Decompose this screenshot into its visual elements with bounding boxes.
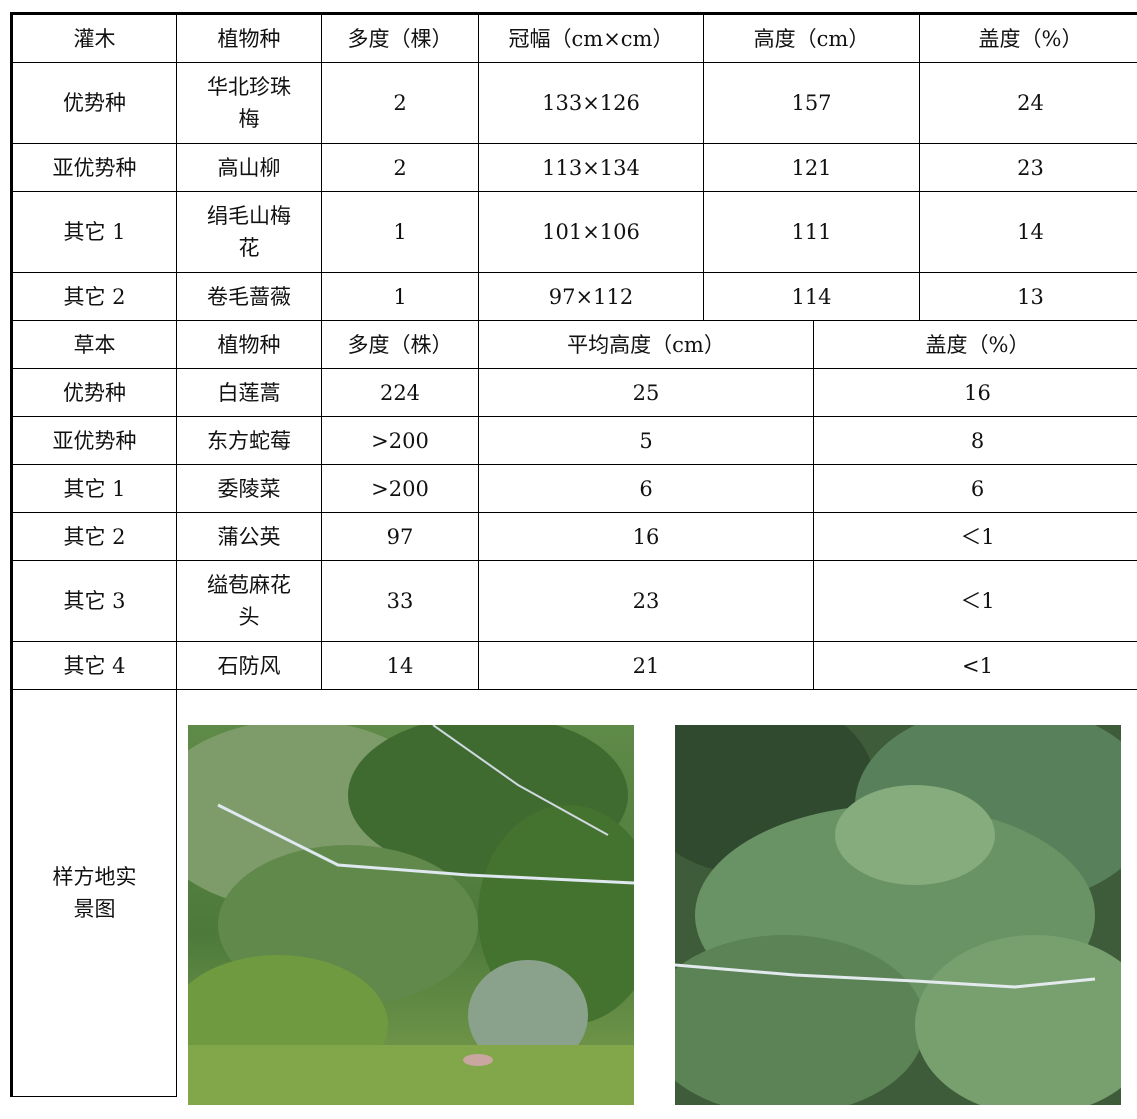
abundance-cell: 97 <box>321 512 479 561</box>
cover-cell: 23 <box>919 143 1137 192</box>
abundance-cell: 224 <box>321 368 479 417</box>
shrub-header-row: 灌木 植物种 多度（棵） 冠幅（cm×cm） 高度（cm） 盖度（%） <box>10 12 1137 63</box>
species-cell: 石防风 <box>176 641 322 690</box>
rank-cell: 优势种 <box>10 368 177 417</box>
header-cell: 灌木 <box>10 12 177 63</box>
rank-cell: 其它 1 <box>10 191 177 273</box>
rank-cell: 优势种 <box>10 62 177 144</box>
cover-cell: ＜1 <box>813 512 1137 561</box>
header-cell: 盖度（%） <box>919 12 1137 63</box>
rank-cell: 其它 3 <box>10 560 177 642</box>
species-cell: 卷毛蔷薇 <box>176 272 322 321</box>
abundance-cell: 2 <box>321 62 479 144</box>
crown-cell: 101×106 <box>478 191 704 273</box>
photo-label: 样方地实景图 <box>52 865 137 921</box>
cover-cell: 14 <box>919 191 1137 273</box>
height-cell: 23 <box>478 560 814 642</box>
rank-cell: 其它 2 <box>10 272 177 321</box>
height-cell: 16 <box>478 512 814 561</box>
header-cell: 多度（棵） <box>321 12 479 63</box>
height-cell: 6 <box>478 464 814 513</box>
abundance-cell: 1 <box>321 191 479 273</box>
herb-row: 其它 1 委陵菜 >200 6 6 <box>10 464 1137 513</box>
abundance-cell: 33 <box>321 560 479 642</box>
shrub-row: 亚优势种 高山柳 2 113×134 121 23 <box>10 143 1137 192</box>
crown-cell: 133×126 <box>478 62 704 144</box>
cover-cell: 16 <box>813 368 1137 417</box>
height-cell: 5 <box>478 416 814 465</box>
abundance-cell: 2 <box>321 143 479 192</box>
herb-header-row: 草本 植物种 多度（株） 平均高度（cm） 盖度（%） <box>10 320 1137 369</box>
species-cell: 东方蛇莓 <box>176 416 322 465</box>
species-name: 缢苞麻花头 <box>207 573 291 629</box>
herb-row: 优势种 白莲蒿 224 25 16 <box>10 368 1137 417</box>
species-name: 绢毛山梅花 <box>207 204 291 260</box>
header-cell: 冠幅（cm×cm） <box>478 12 704 63</box>
cover-cell: 6 <box>813 464 1137 513</box>
cover-cell: 8 <box>813 416 1137 465</box>
height-cell: 114 <box>703 272 920 321</box>
height-cell: 157 <box>703 62 920 144</box>
abundance-cell: >200 <box>321 416 479 465</box>
crown-cell: 113×134 <box>478 143 704 192</box>
shrub-row: 其它 1 绢毛山梅花 1 101×106 111 14 <box>10 191 1137 273</box>
height-cell: 21 <box>478 641 814 690</box>
cover-cell: 13 <box>919 272 1137 321</box>
species-cell: 白莲蒿 <box>176 368 322 417</box>
cover-cell: 24 <box>919 62 1137 144</box>
rank-cell: 其它 1 <box>10 464 177 513</box>
height-cell: 111 <box>703 191 920 273</box>
abundance-cell: >200 <box>321 464 479 513</box>
cover-cell: <1 <box>813 641 1137 690</box>
species-cell: 蒲公英 <box>176 512 322 561</box>
species-cell: 高山柳 <box>176 143 322 192</box>
herb-row: 其它 4 石防风 14 21 <1 <box>10 641 1137 690</box>
quadrat-survey-table: 灌木 植物种 多度（棵） 冠幅（cm×cm） 高度（cm） 盖度（%） 优势种 … <box>10 12 1137 1097</box>
header-cell: 高度（cm） <box>703 12 920 63</box>
rank-cell: 亚优势种 <box>10 143 177 192</box>
header-cell: 平均高度（cm） <box>478 320 814 369</box>
herb-row: 亚优势种 东方蛇莓 >200 5 8 <box>10 416 1137 465</box>
species-cell: 缢苞麻花头 <box>176 560 322 642</box>
height-cell: 121 <box>703 143 920 192</box>
species-cell: 委陵菜 <box>176 464 322 513</box>
quadrat-photo-right <box>675 725 1121 1105</box>
crown-cell: 97×112 <box>478 272 704 321</box>
height-cell: 25 <box>478 368 814 417</box>
shrub-row: 优势种 华北珍珠梅 2 133×126 157 24 <box>10 62 1137 144</box>
rank-cell: 亚优势种 <box>10 416 177 465</box>
abundance-cell: 1 <box>321 272 479 321</box>
species-cell: 绢毛山梅花 <box>176 191 322 273</box>
header-cell: 盖度（%） <box>813 320 1137 369</box>
header-cell: 植物种 <box>176 12 322 63</box>
header-cell: 草本 <box>10 320 177 369</box>
species-cell: 华北珍珠梅 <box>176 62 322 144</box>
photo-label-cell: 样方地实景图 <box>10 689 177 1097</box>
abundance-cell: 14 <box>321 641 479 690</box>
rank-cell: 其它 4 <box>10 641 177 690</box>
cover-cell: ＜1 <box>813 560 1137 642</box>
rank-cell: 其它 2 <box>10 512 177 561</box>
species-name: 华北珍珠梅 <box>207 75 291 131</box>
shrub-row: 其它 2 卷毛蔷薇 1 97×112 114 13 <box>10 272 1137 321</box>
quadrat-photo-left <box>188 725 634 1105</box>
herb-row: 其它 3 缢苞麻花头 33 23 ＜1 <box>10 560 1137 642</box>
header-cell: 植物种 <box>176 320 322 369</box>
header-cell: 多度（株） <box>321 320 479 369</box>
herb-row: 其它 2 蒲公英 97 16 ＜1 <box>10 512 1137 561</box>
